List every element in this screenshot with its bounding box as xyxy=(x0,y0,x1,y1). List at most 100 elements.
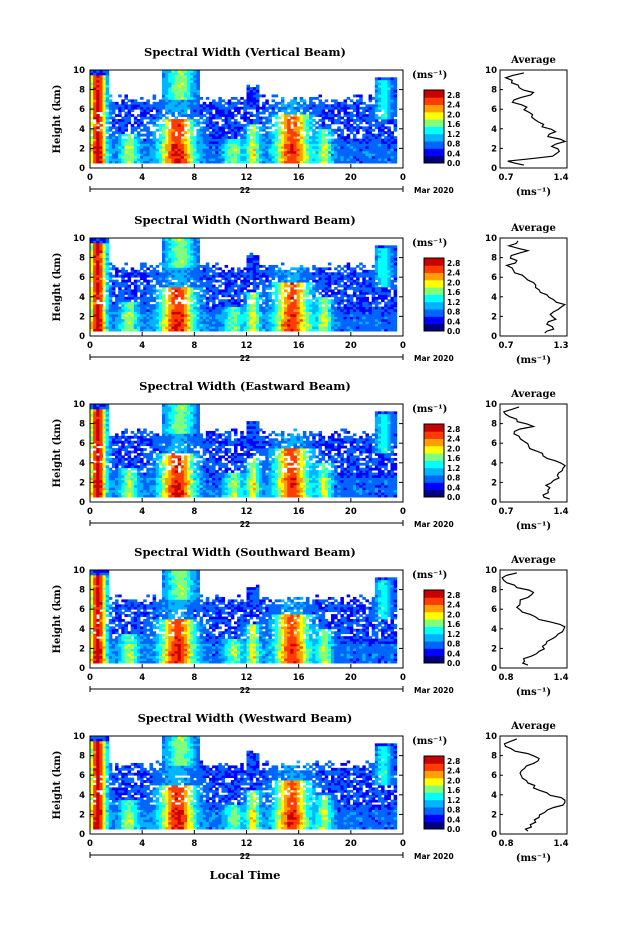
heatmap-cell xyxy=(359,121,363,125)
heatmap-cell xyxy=(208,143,213,147)
heatmap-cell xyxy=(130,321,135,325)
heatmap-cell xyxy=(99,131,103,135)
heatmap-cell xyxy=(190,318,194,322)
heatmap-cell xyxy=(215,123,219,127)
heatmap-cell xyxy=(255,269,260,273)
heatmap-cell xyxy=(284,158,288,162)
heatmap-cell xyxy=(105,150,110,154)
heatmap-cell xyxy=(331,316,335,320)
heatmap-cell xyxy=(171,245,175,249)
heatmap-cell xyxy=(334,114,338,117)
heatmap-cell xyxy=(171,96,175,100)
heatmap-cell xyxy=(249,257,254,261)
heatmap-cell xyxy=(193,74,197,78)
heatmap-cell xyxy=(377,116,382,120)
heatmap-cell xyxy=(343,114,348,117)
heatmap-cell xyxy=(165,104,169,108)
heatmap-cell xyxy=(202,160,207,164)
heatmap-cell xyxy=(334,150,338,154)
heatmap-cell xyxy=(121,318,125,322)
heatmap-cell xyxy=(221,141,225,144)
heatmap-cell xyxy=(121,104,125,108)
heatmap-cell xyxy=(215,328,219,332)
heatmap-cell xyxy=(149,323,153,327)
heatmap-cell xyxy=(377,160,382,164)
heatmap-cell xyxy=(168,82,172,86)
heatmap-cell xyxy=(165,311,169,315)
heatmap-cell xyxy=(221,313,225,317)
heatmap-cell xyxy=(199,138,204,142)
heatmap-cell xyxy=(243,104,247,108)
heatmap-cell xyxy=(255,116,260,120)
heatmap-cell xyxy=(215,136,219,139)
heatmap-cell xyxy=(208,328,213,332)
heatmap-cell xyxy=(277,150,282,154)
heatmap-cell xyxy=(290,272,294,276)
heatmap-cell xyxy=(274,133,279,137)
heatmap-cell xyxy=(315,148,319,152)
heatmap-cell xyxy=(305,143,310,147)
heatmap-cell xyxy=(190,101,194,105)
heatmap-cell xyxy=(208,101,213,105)
heatmap-cell xyxy=(271,282,276,285)
heatmap-cell xyxy=(180,138,185,142)
heatmap-cell xyxy=(368,99,373,103)
heatmap-cell xyxy=(337,150,341,154)
heatmap-cell xyxy=(168,70,172,73)
heatmap-cell xyxy=(158,306,163,310)
heatmap-cell xyxy=(180,252,185,256)
heatmap-cell xyxy=(265,145,269,149)
heatmap-cell xyxy=(130,301,135,305)
heatmap-cell xyxy=(161,114,166,117)
heatmap-cell xyxy=(327,123,332,127)
heatmap-cell xyxy=(149,116,153,120)
heatmap-cell xyxy=(218,114,222,117)
heatmap-cell xyxy=(271,291,276,295)
heatmap-cell xyxy=(230,267,235,271)
heatmap-cell xyxy=(124,287,128,290)
heatmap-cell xyxy=(205,282,210,285)
heatmap-cell xyxy=(190,92,194,95)
heatmap-cell xyxy=(259,274,263,278)
heatmap-cell xyxy=(193,96,197,100)
heatmap-cell xyxy=(362,296,366,300)
heatmap-cell xyxy=(237,131,241,135)
heatmap-cell xyxy=(99,299,103,303)
heatmap-cell xyxy=(155,269,160,273)
heatmap-cell xyxy=(255,96,260,100)
heatmap-cell xyxy=(199,96,204,100)
heatmap-cell xyxy=(349,153,354,157)
heatmap-cell xyxy=(215,111,219,115)
heatmap-cell xyxy=(158,316,163,320)
heatmap-cell xyxy=(374,99,379,103)
heatmap-cell xyxy=(359,289,363,293)
heatmap-cell xyxy=(93,277,97,281)
heatmap-cell xyxy=(90,145,94,149)
heatmap-cell xyxy=(215,145,219,149)
heatmap-cell xyxy=(161,260,166,263)
heatmap-cell xyxy=(368,94,373,98)
heatmap-cell xyxy=(90,294,94,298)
heatmap-cell xyxy=(215,318,219,322)
heatmap-cell xyxy=(324,326,329,330)
heatmap-cell xyxy=(161,296,166,300)
heatmap-cell xyxy=(249,267,254,271)
heatmap-cell xyxy=(337,111,341,115)
heatmap-cell xyxy=(99,94,103,98)
heatmap-cell xyxy=(340,316,344,320)
heatmap-cell xyxy=(177,245,182,249)
heatmap-cell xyxy=(265,304,269,307)
heatmap-cell xyxy=(302,150,307,154)
heatmap-cell xyxy=(243,296,247,300)
heatmap-cell xyxy=(130,269,135,273)
heatmap-cell xyxy=(327,148,332,152)
heatmap-cell xyxy=(212,296,216,300)
heatmap-cell xyxy=(271,141,276,144)
heatmap-cell xyxy=(246,153,251,157)
heatmap-cell xyxy=(115,309,119,312)
heatmap-cell xyxy=(331,150,335,154)
heatmap-cell xyxy=(302,318,307,322)
heatmap-cell xyxy=(334,321,338,325)
heatmap-cell xyxy=(315,313,319,317)
heatmap-cell xyxy=(296,160,301,164)
